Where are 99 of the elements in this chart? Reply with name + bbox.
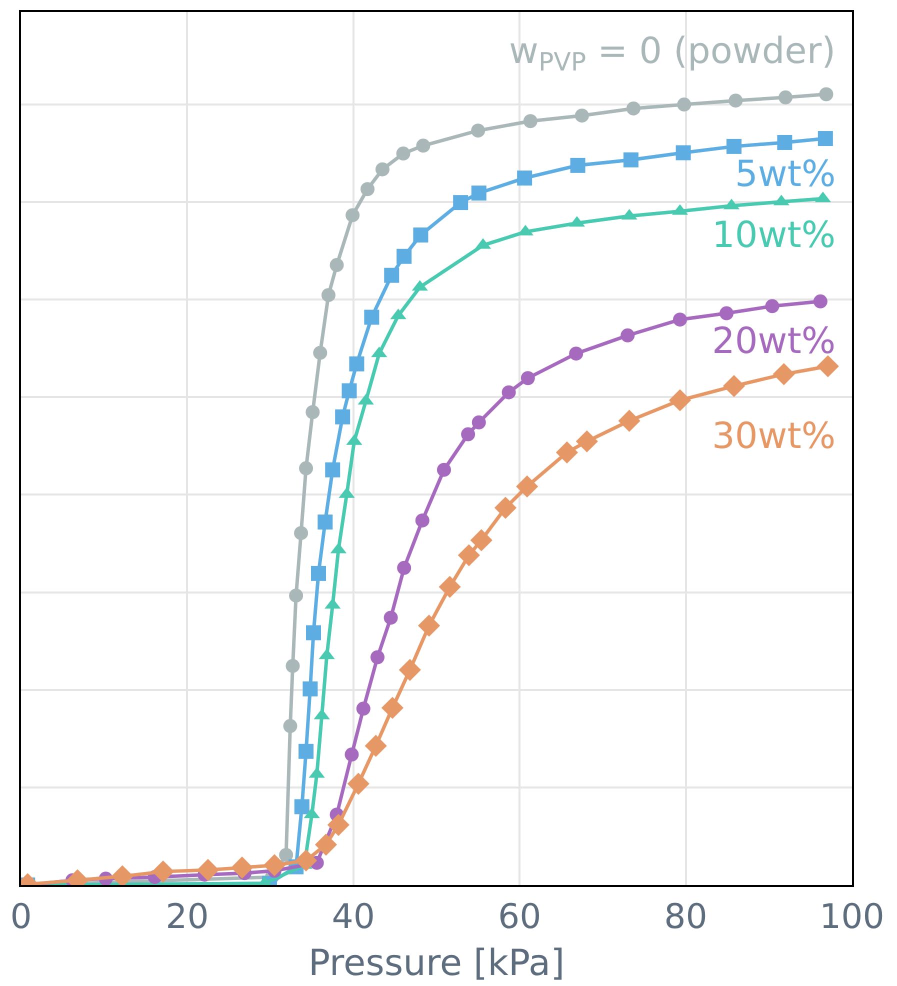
point (728, 94, 743, 108)
point (556, 441, 578, 464)
point (813, 294, 828, 308)
point (384, 610, 398, 625)
point (346, 208, 360, 222)
point (313, 346, 328, 360)
point (311, 566, 326, 581)
point (570, 158, 586, 173)
point (152, 860, 174, 883)
point (819, 87, 834, 102)
point (472, 415, 486, 430)
point (294, 799, 310, 814)
point (325, 462, 340, 478)
series-label: 20wt% (712, 321, 836, 362)
point (396, 146, 410, 161)
point (347, 772, 370, 795)
point (298, 744, 314, 759)
point (626, 101, 640, 116)
x-tick-label: 40 (332, 896, 376, 937)
point (818, 131, 833, 146)
point (458, 544, 480, 566)
point (517, 170, 532, 186)
series-label: 30wt% (712, 416, 836, 457)
point (279, 848, 294, 862)
x-tick-label: 60 (498, 896, 542, 937)
x-tick-label: 20 (166, 896, 209, 937)
point (263, 854, 286, 876)
point (726, 138, 742, 154)
x-tick-label: 100 (820, 896, 884, 937)
x-tick-label: 80 (664, 896, 708, 937)
point (471, 124, 486, 138)
point (418, 614, 440, 637)
point (576, 430, 598, 452)
point (523, 114, 538, 128)
point (321, 288, 336, 302)
point (413, 227, 428, 242)
point (461, 427, 476, 442)
point (772, 363, 795, 386)
point (360, 182, 375, 196)
point (306, 405, 320, 420)
point (397, 560, 412, 575)
point (306, 625, 322, 640)
point (375, 162, 390, 176)
point (470, 529, 492, 552)
point (623, 152, 638, 168)
point (416, 138, 430, 153)
point (415, 513, 430, 528)
point (294, 526, 308, 540)
point (516, 475, 538, 498)
point (196, 858, 220, 882)
point (327, 814, 350, 836)
point (314, 834, 338, 856)
point (398, 658, 421, 681)
point (574, 108, 589, 123)
point (520, 371, 535, 386)
point (778, 90, 793, 104)
point (668, 389, 692, 412)
point (453, 195, 468, 210)
point (289, 588, 304, 603)
point (381, 696, 404, 719)
point (286, 658, 300, 673)
point (370, 650, 384, 664)
point (318, 514, 333, 530)
point (471, 186, 486, 201)
point (342, 383, 357, 398)
point (396, 248, 412, 264)
point (283, 719, 298, 734)
point (344, 748, 359, 762)
point (302, 681, 318, 696)
point (816, 355, 839, 378)
point (777, 134, 792, 150)
point (569, 346, 584, 361)
point (676, 145, 691, 160)
point (722, 374, 746, 398)
series-label: 10wt% (712, 215, 836, 256)
x-tick-label: 0 (10, 896, 32, 937)
point (502, 385, 516, 400)
point (349, 356, 364, 372)
point (620, 328, 635, 342)
point (765, 299, 780, 314)
point (330, 258, 344, 272)
series-label: 5wt% (735, 154, 836, 195)
point (720, 306, 734, 320)
point (299, 461, 314, 476)
point (384, 268, 400, 283)
point (335, 409, 350, 424)
point (494, 496, 517, 519)
point (438, 576, 461, 598)
point (231, 856, 254, 879)
x-axis-title: Pressure [kPa] (308, 943, 565, 984)
point (672, 312, 687, 327)
point (294, 849, 318, 872)
series-label: w$_{PVP}$ = 0 (powder) (509, 31, 836, 77)
point (356, 702, 370, 716)
point (677, 98, 692, 112)
point (364, 310, 380, 325)
point (618, 410, 640, 432)
point (436, 462, 451, 477)
point (364, 734, 387, 757)
